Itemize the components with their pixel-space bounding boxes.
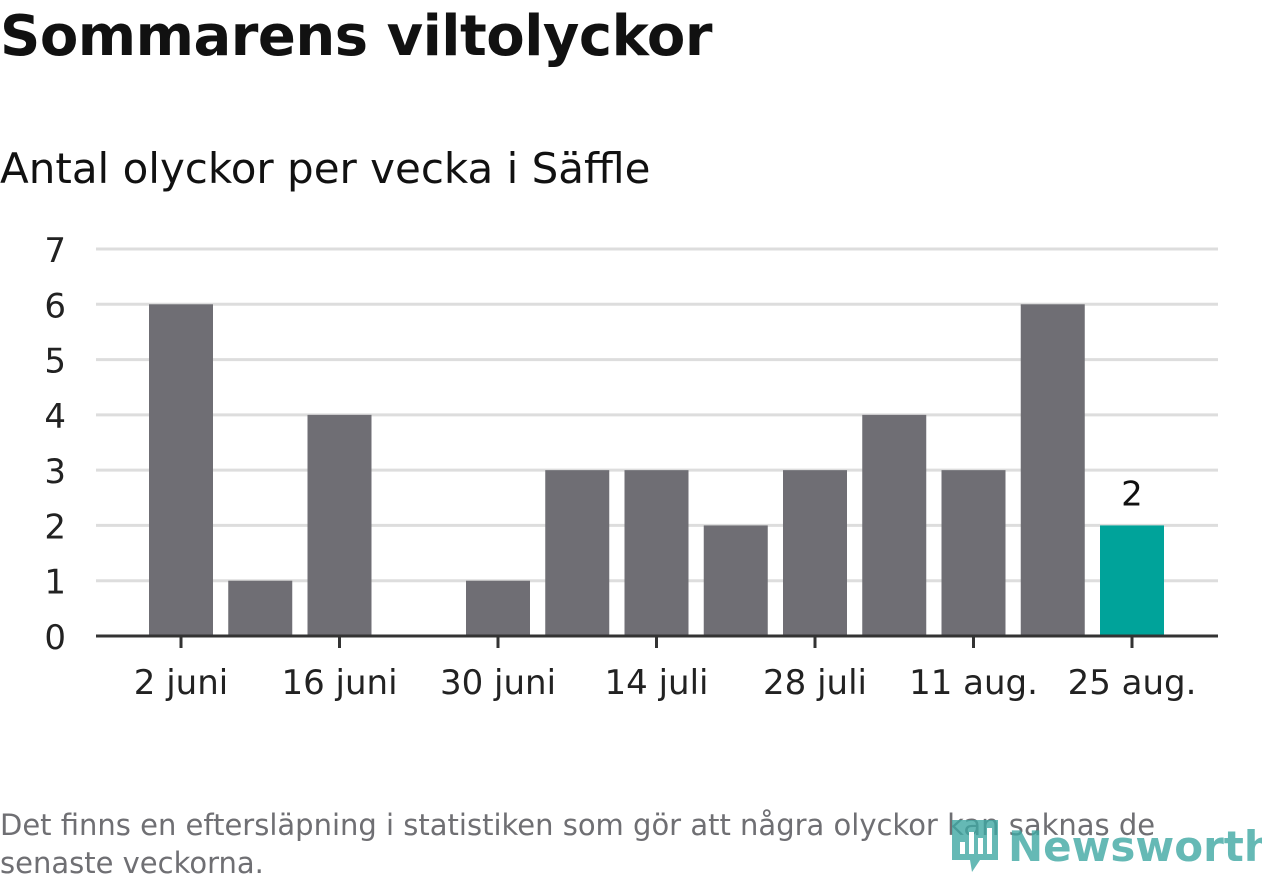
bar: [703, 525, 768, 636]
x-tick-label: 25 aug.: [1068, 663, 1197, 703]
newsworthy-logo-text: Newsworthy: [1008, 821, 1262, 871]
bars: [149, 304, 1164, 636]
newsworthy-logo-icon: [952, 820, 998, 872]
x-axis: 2 juni 16 juni 30 juni 14 juli 28 juli 11 aug…: [96, 634, 1218, 703]
x-tick-label: 11 aug.: [909, 663, 1038, 703]
bar: [783, 470, 847, 636]
bar: [228, 580, 293, 636]
y-tick-label: 4: [44, 397, 66, 437]
bar: [1100, 525, 1164, 636]
bar: [1020, 304, 1085, 636]
y-tick-label: 6: [44, 286, 66, 326]
bar: [149, 304, 213, 636]
chart-subtitle: Antal olyckor per vecka i Säffle: [0, 144, 651, 193]
bar: [466, 580, 530, 636]
chart-title: Sommarens viltolyckor: [0, 4, 712, 69]
y-tick-label: 7: [44, 231, 66, 271]
y-axis-ticks: 0 1 2 3 4 5 6 7: [44, 231, 66, 658]
x-tick-label: 14 juli: [605, 663, 709, 703]
bar: [862, 414, 927, 636]
bar: [624, 470, 689, 636]
bar: [545, 470, 610, 636]
bar: [307, 414, 372, 636]
data-label-highlight: 2: [1121, 474, 1143, 514]
y-tick-label: 0: [44, 618, 66, 658]
x-tick-label: 30 juni: [440, 663, 556, 703]
y-tick-label: 3: [44, 452, 66, 492]
y-tick-label: 1: [44, 563, 66, 603]
x-tick-label: 2 juni: [134, 663, 228, 703]
y-tick-label: 2: [44, 507, 66, 547]
y-tick-label: 5: [44, 342, 66, 382]
x-tick-label: 28 juli: [763, 663, 867, 703]
newsworthy-logo: Newsworthy: [950, 818, 1262, 874]
data-labels: 2: [1121, 474, 1143, 514]
bar: [941, 470, 1006, 636]
x-tick-label: 16 juni: [281, 663, 397, 703]
